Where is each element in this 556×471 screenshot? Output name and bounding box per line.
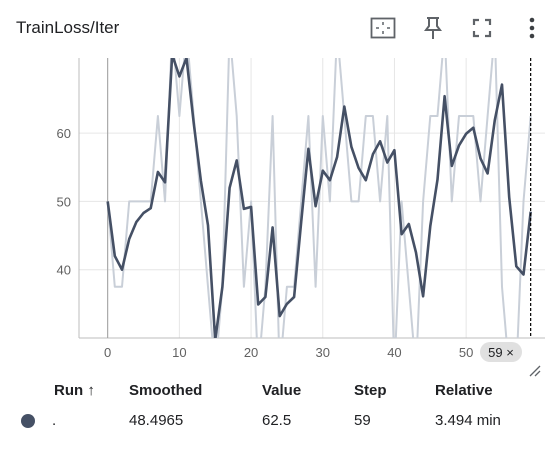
x-tick-label: 0: [104, 345, 111, 360]
col-header-step[interactable]: Step: [354, 382, 387, 399]
y-tick-label-clipped: 70: [57, 58, 71, 73]
x-tick-label: 40: [387, 345, 401, 360]
cell-run: .: [52, 412, 56, 429]
x-tick-label: 30: [316, 345, 330, 360]
col-header-run[interactable]: Run ↑: [54, 382, 95, 399]
col-header-smoothed[interactable]: Smoothed: [129, 382, 202, 399]
col-header-value[interactable]: Value: [262, 382, 301, 399]
y-tick-label: 60: [57, 126, 71, 141]
x-tick-label: 50: [459, 345, 473, 360]
hover-step-chip[interactable]: 59 ×: [480, 342, 522, 362]
cell-smoothed: 48.4965: [129, 412, 183, 429]
resize-handle-icon[interactable]: [529, 364, 541, 376]
line-chart[interactable]: 0 10 20 30 40 50 40 50 60 70 30: [0, 0, 556, 380]
x-tick-label: 10: [172, 345, 186, 360]
y-tick-label: 40: [57, 263, 71, 278]
cell-relative: 3.494 min: [435, 412, 501, 429]
y-tick-label: 50: [57, 194, 71, 209]
cell-step: 59: [354, 412, 371, 429]
col-header-relative[interactable]: Relative: [435, 382, 493, 399]
x-tick-label: 20: [244, 345, 258, 360]
y-tick-label-clipped: 30: [57, 331, 71, 346]
run-color-dot: [21, 414, 35, 428]
cell-value: 62.5: [262, 412, 291, 429]
